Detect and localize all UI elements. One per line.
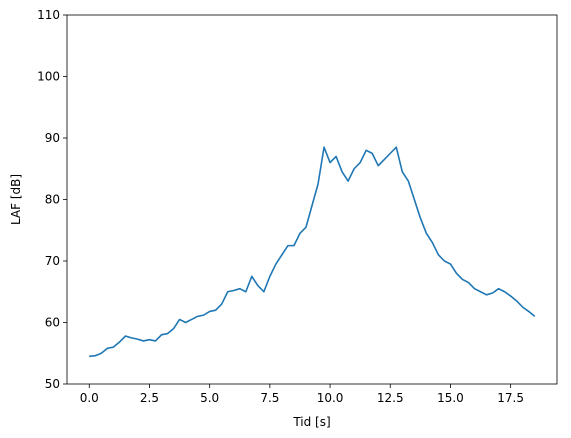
axes-frame xyxy=(66,14,558,385)
x-tick-label: 10.0 xyxy=(317,391,344,405)
line-series xyxy=(89,146,536,358)
x-tick-label: 17.5 xyxy=(497,391,524,405)
x-tick-label: 0.0 xyxy=(80,391,99,405)
x-tick-label: 12.5 xyxy=(377,391,404,405)
y-tick-label: 80 xyxy=(45,193,60,207)
y-tick-label: 100 xyxy=(37,70,60,84)
y-tick-label: 70 xyxy=(45,254,60,268)
y-tick-label: 50 xyxy=(45,377,60,391)
y-tick-label: 90 xyxy=(45,131,60,145)
y-axis-label: LAF [dB] xyxy=(9,174,23,225)
x-tick-label: 5.0 xyxy=(200,391,219,405)
y-tick-label: 60 xyxy=(45,316,60,330)
x-tick-label: 2.5 xyxy=(140,391,159,405)
x-axis-label: Tid [s] xyxy=(292,415,330,429)
x-tick-label: 15.0 xyxy=(437,391,464,405)
x-tick-label: 7.5 xyxy=(260,391,279,405)
y-tick-label: 110 xyxy=(37,8,60,22)
